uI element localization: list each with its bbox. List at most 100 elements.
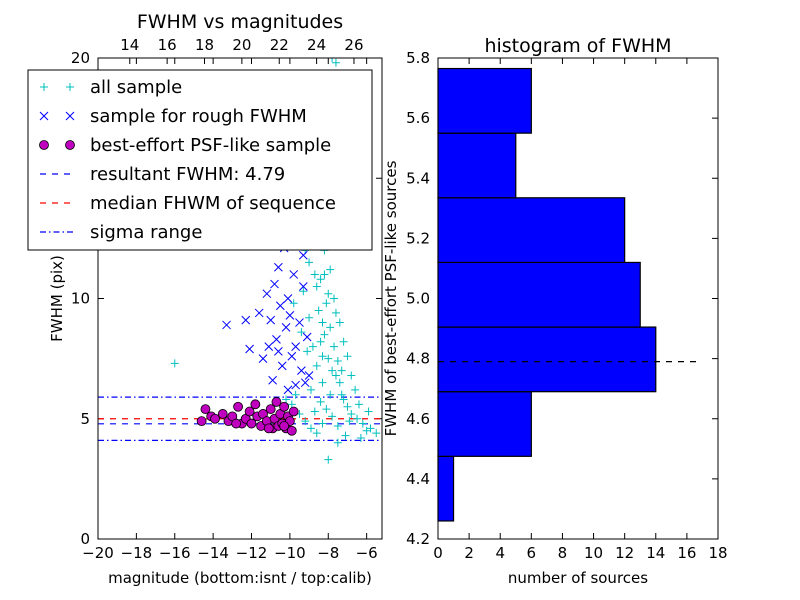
y-tick-label: 5.0 <box>406 290 430 308</box>
legend-label: sample for rough FWHM <box>90 106 307 127</box>
point <box>289 299 298 308</box>
point <box>246 418 257 429</box>
y-axis-label: FWHM (pix) <box>48 255 66 342</box>
point <box>318 352 327 361</box>
point <box>335 318 344 327</box>
point <box>305 313 314 322</box>
point <box>254 308 264 318</box>
x2-tick-label: 14 <box>120 36 139 54</box>
point <box>322 405 331 414</box>
point <box>341 431 350 440</box>
axes-frame <box>437 57 719 540</box>
y-tick-label: 5 <box>80 410 90 428</box>
point <box>283 385 293 395</box>
y-tick-label: 20 <box>71 49 90 67</box>
y-tick-label: 4.6 <box>406 410 430 428</box>
bar <box>437 455 455 522</box>
point <box>312 361 321 370</box>
point <box>339 337 348 346</box>
point <box>245 344 254 354</box>
point <box>333 357 342 366</box>
point <box>200 404 211 415</box>
x2-tick-label: 20 <box>232 36 251 54</box>
point <box>39 111 49 121</box>
y-tick-label: 4.2 <box>406 530 430 548</box>
point <box>326 390 335 399</box>
point <box>318 419 327 428</box>
point <box>301 417 310 426</box>
point <box>297 328 306 337</box>
point <box>316 337 325 346</box>
legend-label: all sample <box>90 77 182 98</box>
point <box>291 342 301 351</box>
point <box>65 111 75 121</box>
chart-title: histogram of FWHM <box>484 35 671 57</box>
point <box>298 282 308 291</box>
point <box>328 412 337 421</box>
y-axis-label: FWHM of best-effort PSF-like sources <box>382 160 400 436</box>
point <box>295 318 304 327</box>
point <box>328 58 337 62</box>
legend-label: sigma range <box>90 222 202 243</box>
point <box>277 361 287 371</box>
point <box>347 371 356 380</box>
point <box>170 359 179 368</box>
point <box>281 323 291 332</box>
x-tick-label: 2 <box>464 544 474 562</box>
point <box>314 306 323 315</box>
x-tick-label: 6 <box>527 544 537 562</box>
point <box>318 378 327 387</box>
point <box>366 424 375 433</box>
point <box>320 270 329 279</box>
point <box>287 351 297 361</box>
point <box>330 342 339 351</box>
point <box>339 395 348 404</box>
x-axis-label: magnitude (bottom:isnt / top:calib) <box>108 569 372 587</box>
point <box>333 438 342 447</box>
point <box>305 258 314 267</box>
legend-label: resultant FWHM: 4.79 <box>90 164 285 185</box>
point <box>268 375 277 385</box>
point <box>241 315 251 325</box>
y-tick-label: 10 <box>71 290 90 308</box>
x-tick-label: −16 <box>159 544 191 562</box>
point <box>307 385 315 394</box>
point <box>307 424 315 433</box>
point <box>291 390 300 399</box>
point <box>343 352 352 361</box>
x-tick-label: −10 <box>274 544 306 562</box>
point <box>262 289 272 299</box>
point <box>250 399 261 410</box>
legend-label: median FHWM of sequence <box>90 193 336 214</box>
point <box>217 409 228 419</box>
x2-tick-label: 26 <box>344 36 363 54</box>
y-tick-label: 5.2 <box>406 229 430 247</box>
y-tick-label: 5.6 <box>406 109 430 127</box>
x-tick-label: 4 <box>495 544 505 562</box>
point <box>335 378 344 387</box>
plot-area <box>98 58 382 464</box>
point <box>39 140 49 150</box>
x2-tick-label: 16 <box>158 36 177 54</box>
point <box>337 366 346 375</box>
bar <box>437 197 626 264</box>
x-tick-label: 18 <box>708 544 727 562</box>
point <box>282 395 291 404</box>
point <box>318 318 327 327</box>
point <box>258 354 268 363</box>
x2-tick-label: 22 <box>270 36 289 54</box>
legend-label: best-effort PSF-like sample <box>90 135 331 156</box>
point <box>244 406 255 417</box>
point <box>274 347 283 356</box>
legend <box>27 69 373 251</box>
x-tick-label: −8 <box>317 544 339 562</box>
x-tick-label: −18 <box>121 544 153 562</box>
point <box>308 342 317 351</box>
point <box>274 262 283 272</box>
point <box>264 342 274 351</box>
axes-frame <box>97 57 383 540</box>
point <box>322 299 331 308</box>
point <box>196 416 207 427</box>
point <box>287 400 296 409</box>
point <box>210 413 220 424</box>
